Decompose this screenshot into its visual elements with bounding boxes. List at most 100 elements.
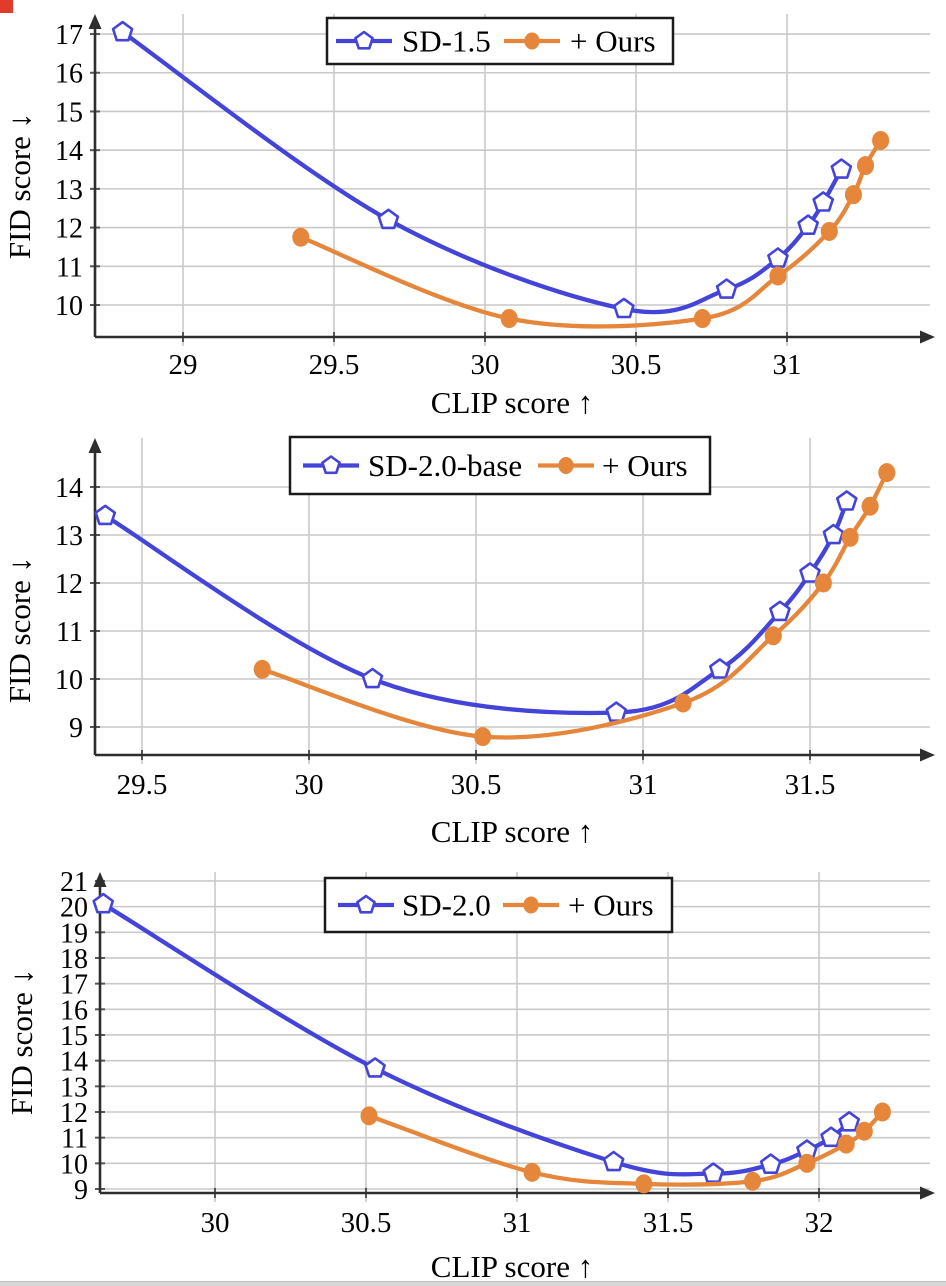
y-tick-label: 14 — [55, 136, 83, 167]
y-tick-label: 17 — [60, 970, 88, 1001]
series-curve-ours — [260, 470, 889, 740]
circle-marker-icon — [764, 626, 782, 646]
x-tick-label: 31 — [773, 349, 802, 381]
y-tick-label: 14 — [55, 473, 83, 504]
pentagon-marker-icon — [364, 1057, 386, 1078]
x-axis-arrow-icon — [920, 1186, 935, 1200]
pentagon-marker-icon — [702, 1162, 725, 1184]
circle-marker-icon — [855, 1121, 873, 1141]
y-tick-label: 9 — [74, 1175, 88, 1206]
x-tick-label: 30 — [471, 349, 500, 381]
pentagon-marker-icon — [769, 600, 791, 622]
circle-marker-icon — [360, 1106, 378, 1126]
y-tick-label: 21 — [60, 867, 88, 898]
legend-label: + Ours — [570, 24, 656, 59]
pentagon-marker-icon — [356, 894, 376, 914]
circle-marker-icon — [861, 496, 879, 516]
x-tick-label: 31.5 — [785, 769, 836, 801]
x-tick-label: 30.5 — [451, 769, 502, 801]
series-curve-baseline — [103, 499, 849, 716]
chart-canvas-sd-2-0-base: 29.5 30 30.5 31 31.5 9 10 11 12 13 14 CLIP score ↑ F… — [2, 435, 935, 849]
y-tick-label: 20 — [60, 893, 88, 924]
pentagon-marker-icon — [377, 208, 400, 230]
circle-marker-icon — [253, 659, 271, 679]
y-tick-label: 16 — [60, 995, 88, 1026]
chart-sd-1-5: 29 29.5 30 30.5 31 10 11 12 13 14 15 16 17 CLIP score… — [0, 0, 946, 430]
circle-marker-icon — [635, 1174, 653, 1194]
x-tick-label: 32 — [805, 1207, 834, 1239]
x-axis-title: CLIP score ↑ — [431, 814, 593, 849]
circle-marker-icon — [693, 309, 711, 329]
pentagon-marker-icon — [92, 892, 115, 914]
pentagon-marker-icon — [835, 490, 858, 511]
circle-marker-icon — [844, 185, 862, 205]
circle-marker-icon — [674, 693, 692, 713]
pentagon-marker-icon — [361, 667, 384, 689]
series-curve-baseline — [101, 901, 852, 1177]
x-axis-arrow-icon — [920, 330, 935, 344]
red-corner-artifact — [0, 0, 13, 13]
y-tick-label: 19 — [60, 918, 88, 949]
x-axis-title: CLIP score ↑ — [431, 1249, 593, 1281]
legend-box — [288, 435, 712, 496]
chart-sd-2-0: 30 30.5 31 31.5 32 9 10 11 12 13 14 15 16 17 18 19 20 21 C… — [0, 860, 946, 1281]
y-tick-label: 10 — [60, 1149, 88, 1180]
legend-label: SD-1.5 — [402, 24, 491, 59]
pentagon-marker-icon — [94, 504, 117, 526]
circle-marker-icon — [558, 457, 574, 474]
y-tick-label: 13 — [55, 175, 83, 206]
x-tick-label: 31 — [629, 769, 658, 801]
y-tick-label: 15 — [55, 97, 83, 128]
pentagon-marker-icon — [354, 30, 374, 50]
x-tick-label: 31 — [503, 1207, 532, 1239]
series-curve-ours — [298, 138, 883, 329]
pentagon-marker-icon — [830, 158, 853, 179]
circle-marker-icon — [523, 896, 539, 914]
pentagon-marker-icon — [605, 701, 628, 723]
circle-marker-icon — [856, 156, 875, 176]
circle-marker-icon — [873, 1102, 891, 1122]
y-axis-arrow-icon — [88, 14, 102, 29]
y-tick-label: 12 — [55, 569, 83, 600]
legend-label: + Ours — [602, 448, 688, 483]
y-tick-label: 10 — [55, 291, 83, 322]
bottom-strip — [0, 1281, 946, 1286]
legend-label: SD-2.0 — [402, 888, 491, 923]
circle-marker-icon — [841, 527, 859, 547]
y-tick-label: 12 — [55, 214, 83, 245]
pentagon-marker-icon — [812, 191, 835, 212]
x-tick-label: 29.5 — [117, 769, 168, 801]
x-axis-arrow-icon — [920, 748, 935, 762]
y-axis-arrow-icon — [88, 438, 102, 453]
x-tick-label: 30 — [295, 769, 324, 801]
chart-sd-2-0-base: 29.5 30 30.5 31 31.5 9 10 11 12 13 14 CLIP score ↑ F… — [0, 430, 946, 860]
circle-marker-icon — [292, 227, 310, 247]
pentagon-marker-icon — [602, 1150, 625, 1172]
circle-marker-icon — [820, 221, 838, 241]
circle-marker-icon — [814, 573, 832, 593]
y-tick-label: 9 — [69, 713, 83, 744]
pentagon-marker-icon — [822, 523, 845, 545]
y-tick-label: 17 — [55, 20, 83, 51]
pentagon-marker-icon — [820, 1126, 842, 1148]
y-tick-label: 15 — [60, 1021, 88, 1052]
circle-marker-icon — [524, 32, 540, 50]
pentagon-marker-icon — [759, 1153, 782, 1175]
circle-marker-icon — [769, 266, 787, 286]
x-tick-label: 30.5 — [341, 1207, 392, 1239]
y-tick-label: 13 — [55, 521, 83, 552]
x-tick-label: 29 — [169, 349, 198, 381]
circle-marker-icon — [872, 130, 890, 150]
legend-label: + Ours — [568, 888, 654, 923]
circle-marker-icon — [837, 1134, 855, 1154]
x-tick-label: 29.5 — [309, 349, 360, 381]
legend-label: SD-2.0-base — [368, 448, 522, 483]
y-tick-label: 11 — [61, 1124, 88, 1155]
y-tick-label: 11 — [56, 252, 83, 283]
pentagon-marker-icon — [708, 658, 731, 679]
circle-marker-icon — [744, 1171, 762, 1191]
y-tick-label: 11 — [56, 617, 83, 648]
y-tick-label: 14 — [60, 1047, 88, 1078]
circle-marker-icon — [523, 1162, 541, 1182]
circle-marker-icon — [878, 463, 896, 483]
